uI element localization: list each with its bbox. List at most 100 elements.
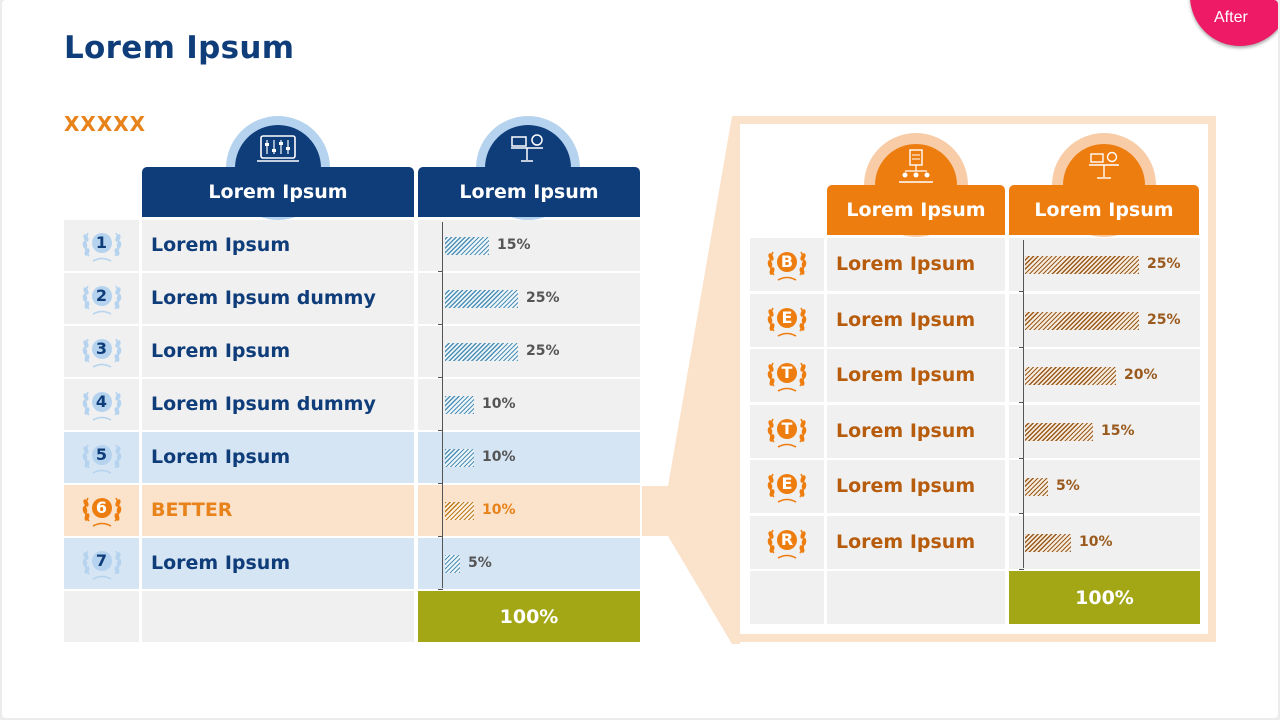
percent-label: 15% [1101,423,1135,439]
percent-label: 15% [497,237,531,253]
laurel-letter-icon: R [764,519,810,565]
axis-tick [1019,457,1024,459]
laurel-letter-icon: T [764,408,810,454]
percent-label: 25% [1147,256,1181,272]
rank-cell: 3 [64,326,139,377]
letter-cell: T [750,405,824,458]
axis-tick [438,376,443,378]
rank-cell: 1 [64,220,139,271]
letter: R [780,530,794,550]
bar [445,290,518,308]
letter-cell: T [750,349,824,402]
zoom-connector-stub [642,486,668,536]
letter-cell: E [750,460,824,513]
axis-tick [1019,568,1024,570]
bar [1025,312,1139,330]
row-label: Lorem Ipsum [827,405,1005,458]
row-label: Lorem Ipsum [142,326,414,377]
bar [445,396,474,414]
right-total-empty-cell [750,571,824,624]
rank-number: 7 [95,551,108,571]
right-total-cell: 100% [1009,571,1200,624]
letter: T [781,419,793,439]
row-label: BETTER [142,485,414,536]
rank-number: 2 [95,286,108,306]
letter: E [781,474,793,494]
rank-cell: 4 [64,379,139,430]
bar [445,449,474,467]
letter-cell: R [750,516,824,569]
slide-title: Lorem Ipsum [64,30,295,66]
row-label: Lorem Ipsum [142,432,414,483]
percent-label: 25% [526,290,560,306]
bar [445,343,518,361]
after-badge-label: After [1214,9,1248,26]
row-label: Lorem Ipsum [827,460,1005,513]
laurel-medal-icon: 5 [79,434,125,480]
laurel-medal-icon: 7 [79,540,125,586]
left-col1-header: Lorem Ipsum [142,167,414,217]
row-label: Lorem Ipsum [827,349,1005,402]
bar [1025,423,1093,441]
rank-cell: 7 [64,538,139,589]
percent-label: 10% [1079,534,1113,550]
letter-cell: B [750,238,824,291]
row-label: Lorem Ipsum [142,220,414,271]
percent-label: 20% [1124,367,1158,383]
left-total-empty-cell [64,591,139,642]
row-label: Lorem Ipsum dummy [142,273,414,324]
axis-tick [438,535,443,537]
left-total-empty-cell [142,591,414,642]
axis-tick [438,270,443,272]
bar [445,237,489,255]
row-label: Lorem Ipsum [827,516,1005,569]
bar [1025,367,1116,385]
letter: B [780,252,794,272]
right-bar-axis [1023,240,1024,568]
rank-number: 1 [95,233,108,253]
zoom-connector [668,116,740,644]
left-bar-axis [442,222,443,588]
letter: E [781,308,793,328]
percent-label: 5% [1056,478,1080,494]
axis-tick [438,323,443,325]
rank-cell: 6 [64,485,139,536]
axis-tick [1019,401,1024,403]
laurel-letter-icon: B [764,241,810,287]
laurel-medal-icon: 6 [79,487,125,533]
laurel-medal-icon: 4 [79,381,125,427]
axis-tick [1019,512,1024,514]
row-label: Lorem Ipsum [142,538,414,589]
left-total-cell: 100% [418,591,640,642]
after-badge: After [1190,0,1278,46]
row-label: Lorem Ipsum dummy [142,379,414,430]
letter: T [781,363,793,383]
percent-label: 10% [482,396,516,412]
laurel-medal-icon: 3 [79,328,125,374]
percent-label: 25% [1147,312,1181,328]
bar [1025,534,1071,552]
rank-number: 6 [95,498,108,518]
rank-cell: 2 [64,273,139,324]
rank-number: 4 [95,392,108,412]
bar [445,502,474,520]
percent-label: 5% [468,555,492,571]
bar [445,555,460,573]
row-label: Lorem Ipsum [827,238,1005,291]
axis-tick [438,588,443,590]
laurel-letter-icon: T [764,352,810,398]
laurel-medal-icon: 1 [79,222,125,268]
letter-cell: E [750,294,824,347]
laurel-medal-icon: 2 [79,275,125,321]
rank-number: 5 [95,445,108,465]
right-total-empty-cell [827,571,1005,624]
row-label: Lorem Ipsum [827,294,1005,347]
section-subtitle: XXXXX [64,112,147,136]
rank-cell: 5 [64,432,139,483]
percent-label: 10% [482,449,516,465]
laurel-letter-icon: E [764,463,810,509]
axis-tick [438,482,443,484]
axis-tick [1019,290,1024,292]
right-col1-header: Lorem Ipsum [827,185,1005,235]
